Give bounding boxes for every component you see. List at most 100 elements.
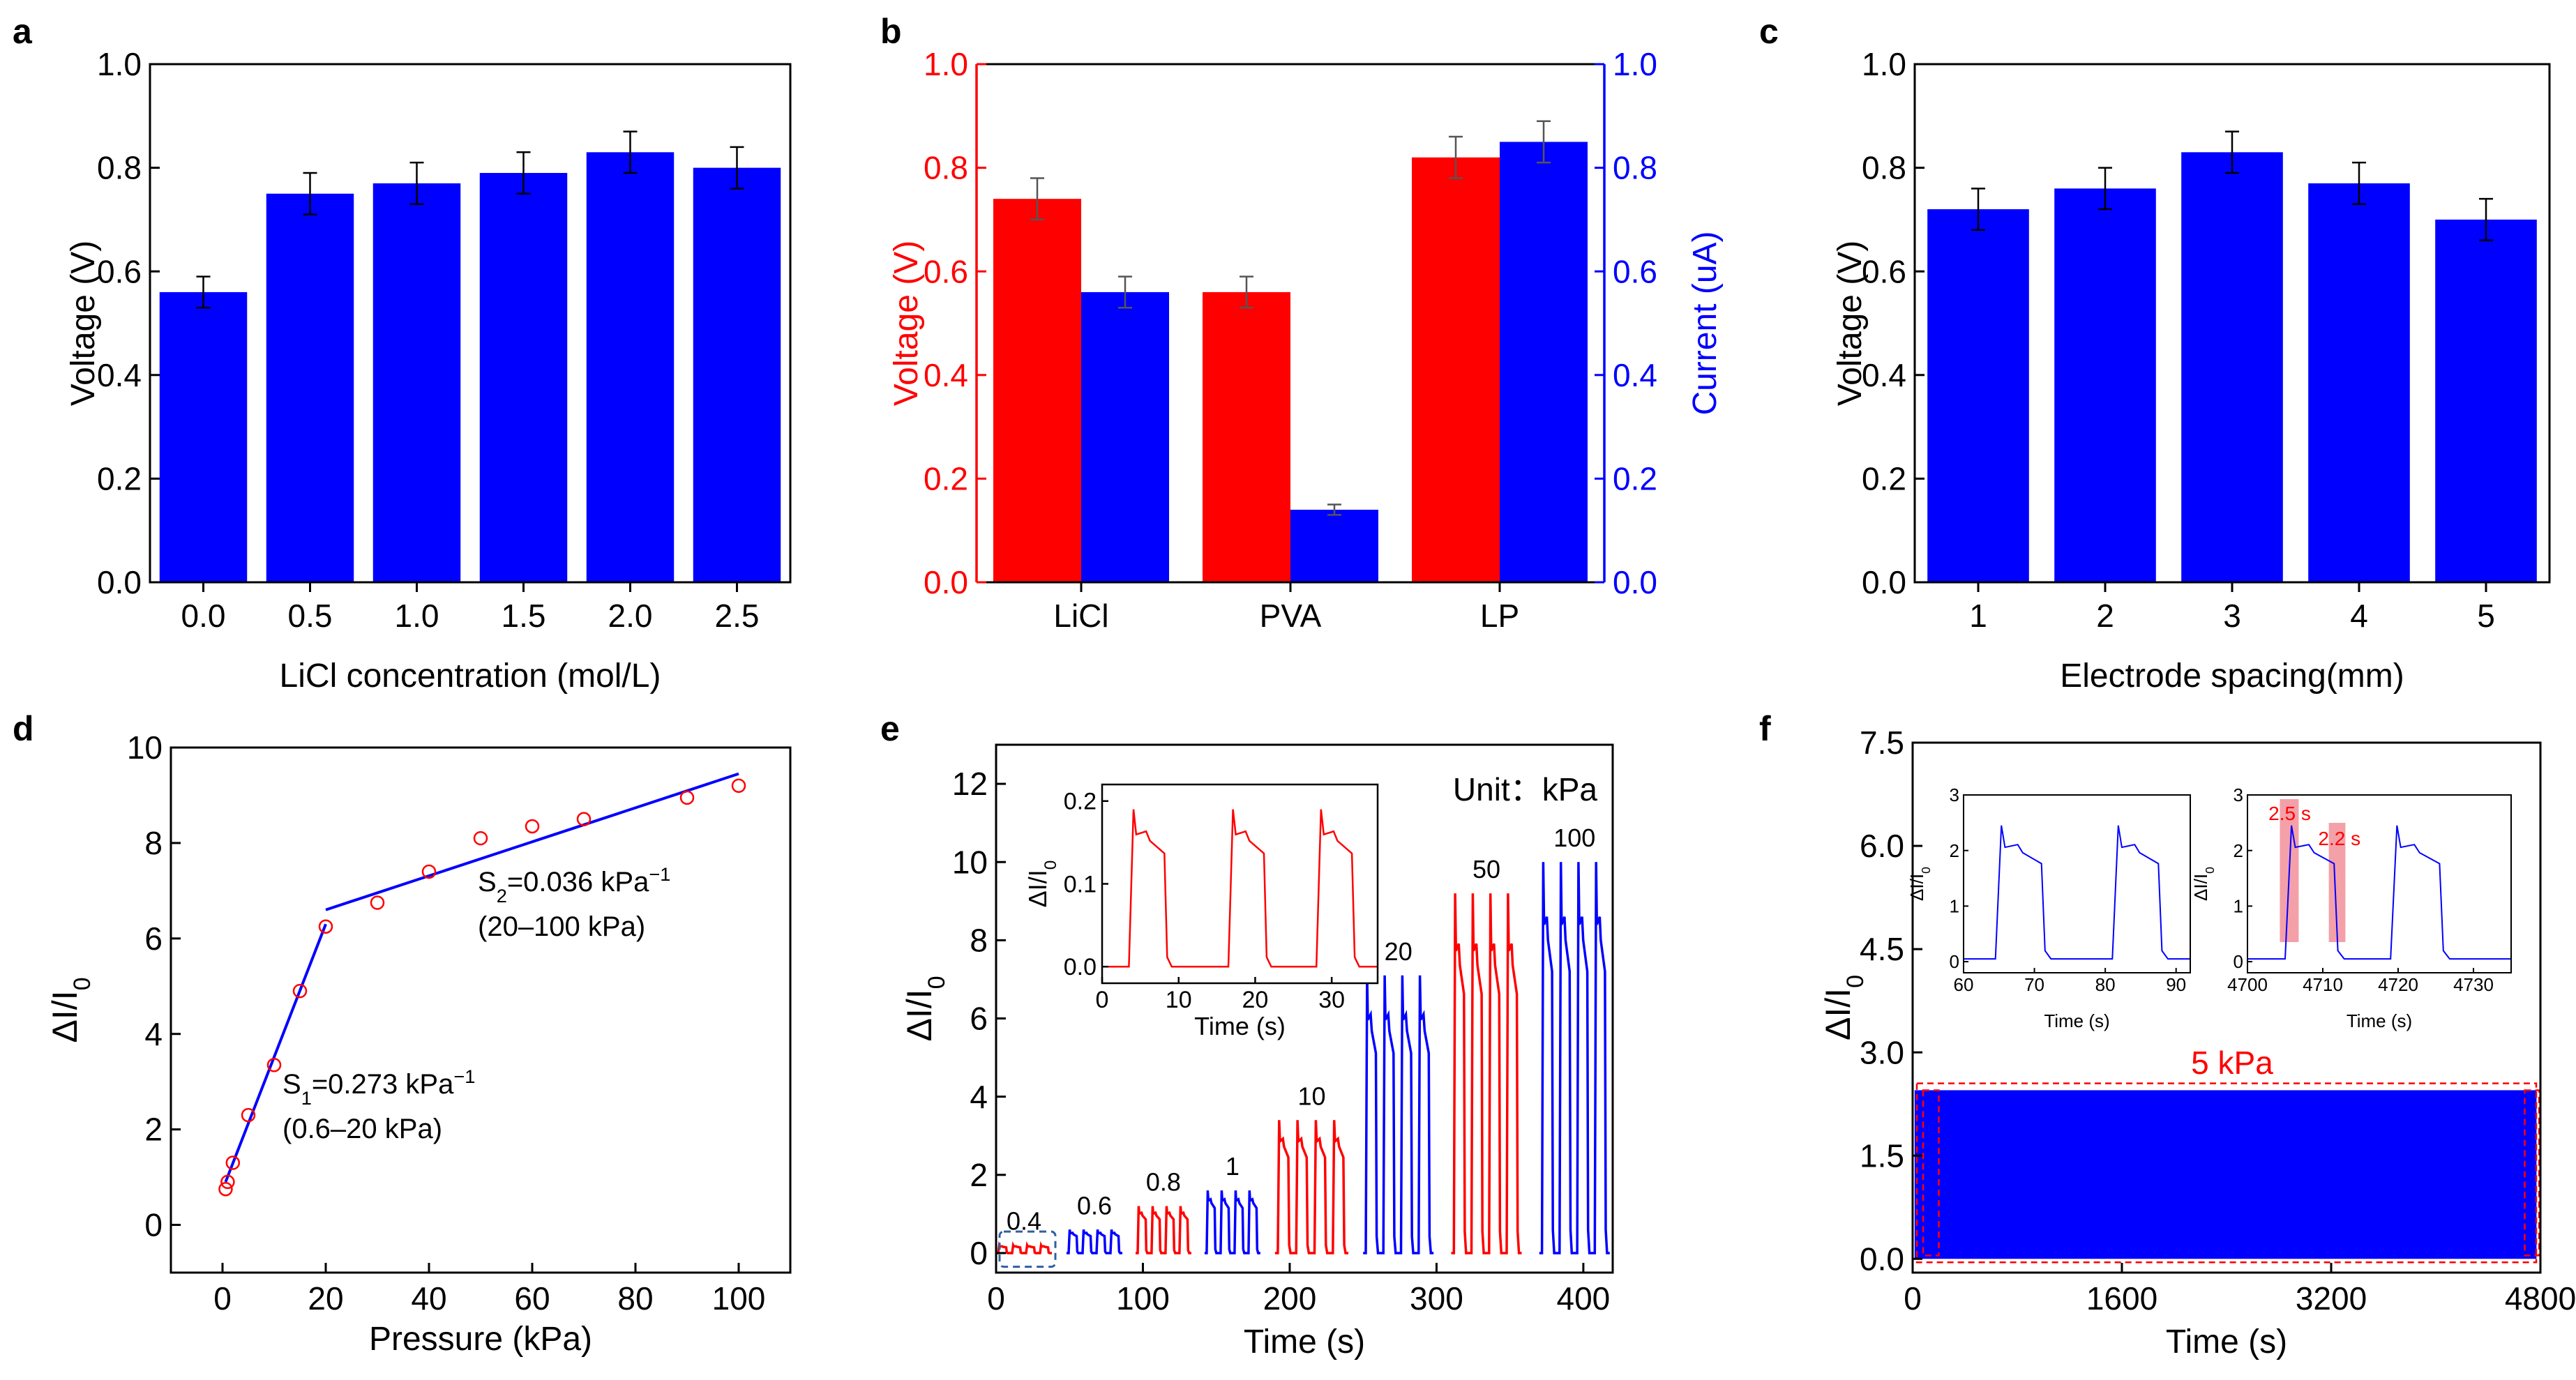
d-x-tick-label: 20 <box>308 1280 343 1317</box>
panel-label-c: c <box>1759 12 1779 51</box>
d-x-tick-label: 0 <box>213 1280 232 1317</box>
f-inset-x-tick-label: 4730 <box>2453 974 2494 995</box>
highlight-box <box>998 1230 1057 1268</box>
d-y-tick-label: 4 <box>144 1016 163 1052</box>
data-point <box>318 919 333 934</box>
x-axis-title: Electrode spacing(mm) <box>2060 658 2404 695</box>
bar <box>479 173 568 582</box>
panel-b: LiCl PVA LP 0.0 0.2 0.4 0.6 0.8 1.0 0.0 0.2 0.4 0.6 0… <box>888 46 1724 634</box>
y2-axis-title: Current (uA) <box>1687 231 1724 415</box>
f-inset-y-tick-label: 3 <box>2234 784 2243 805</box>
d-y-tick-label: 10 <box>127 729 163 766</box>
d-x-tick-label: 80 <box>617 1280 653 1317</box>
e-inset-y-tick-label: 0.0 <box>1064 954 1097 980</box>
e-inset-y-tick-label: 0.2 <box>1064 789 1097 815</box>
inset-signal <box>1102 809 1378 968</box>
f-y-tick-label: 0.0 <box>1860 1241 1904 1277</box>
d-x-tick-label: 100 <box>712 1280 766 1317</box>
a-y-tick-label: 0.2 <box>97 461 142 497</box>
data-point <box>218 1181 233 1197</box>
bar <box>1927 209 2029 582</box>
bar <box>2308 183 2410 582</box>
data-point <box>679 790 695 805</box>
panel-label-d: d <box>13 709 34 748</box>
bar-current <box>1500 142 1588 582</box>
f-inset-y-tick-label: 1 <box>1950 895 1959 916</box>
fit-range: (20–100 kPa) <box>478 911 645 942</box>
c-y-tick-label: 1.0 <box>1862 46 1906 82</box>
f-inset-x-tick-label: 60 <box>1954 974 1974 995</box>
y-axis-title: Voltage (V) <box>1832 241 1869 406</box>
bar <box>2054 188 2156 582</box>
signal-20 <box>1363 975 1434 1254</box>
f-inset-y-tick-label: 0 <box>1950 951 1959 972</box>
panel-a: 0.0 0.5 1.0 1.5 2.0 2.5 0.0 0.2 0.4 0.6 0.8 1.0 Volt… <box>65 46 792 695</box>
x-axis-title: Time (s) <box>1244 1324 1365 1360</box>
axes-frame <box>995 743 1614 1274</box>
e-x-tick-label: 300 <box>1410 1280 1463 1317</box>
b-y-tick-label: 1.0 <box>924 46 968 82</box>
panel-e-inset: 0.0 0.1 0.2 0 10 20 30 Time (s) ΔI/I0 <box>1023 783 1379 1040</box>
b-y2-tick-label: 0.8 <box>1613 150 1657 186</box>
d-y-tick-label: 0 <box>144 1207 163 1243</box>
f-y-tick-label: 1.5 <box>1860 1137 1904 1174</box>
inset-x-axis-title: Time (s) <box>2044 1010 2109 1031</box>
panel-label-a: a <box>13 12 33 51</box>
c-y-tick-label: 0.2 <box>1862 461 1906 497</box>
bar-voltage <box>993 199 1081 582</box>
fit-line <box>224 923 327 1183</box>
f-x-tick-label: 3200 <box>2296 1280 2367 1317</box>
b-y-tick-label: 0.0 <box>924 564 968 600</box>
b-y-tick-label: 0.6 <box>924 253 968 289</box>
data-point <box>473 831 488 846</box>
x-tick-label: 3 <box>2223 598 2241 634</box>
c-y-tick-label: 0.4 <box>1862 357 1906 393</box>
panel-f-inset-2: 2.5 s 2.2 s 0 1 2 3 4700 4710 4720 4730 Time (s) ΔI… <box>2190 784 2512 1031</box>
b-y2-tick-label: 1.0 <box>1613 46 1657 82</box>
d-y-tick-label: 6 <box>144 920 163 957</box>
f-x-tick-label: 1600 <box>2086 1280 2157 1317</box>
b-y-tick-label: 0.8 <box>924 150 968 186</box>
x-tick-label: 1 <box>1969 598 1987 634</box>
c-y-tick-label: 0.8 <box>1862 150 1906 186</box>
e-x-tick-label: 400 <box>1557 1280 1611 1317</box>
panel-f-inset-1: 0 1 2 3 60 70 80 90 Time (s) ΔI/I0 <box>1906 784 2191 1031</box>
inset-y-axis-title: ΔI/I0 <box>1023 860 1060 908</box>
f-y-tick-label: 6.0 <box>1860 828 1904 864</box>
fit-range: (0.6–20 kPa) <box>283 1114 442 1144</box>
panel-label-e: e <box>880 709 900 748</box>
signal-0.8 <box>1136 1206 1191 1254</box>
e-x-tick-label: 100 <box>1116 1280 1170 1317</box>
data-point <box>266 1057 282 1072</box>
x-tick-label: 2.0 <box>608 598 653 634</box>
x-axis-title: Pressure (kPa) <box>369 1321 592 1358</box>
f-inset-x-tick-label: 4700 <box>2227 974 2268 995</box>
e-y-tick-label: 12 <box>952 766 988 802</box>
data-point <box>576 812 592 826</box>
inset-bg <box>1102 784 1378 983</box>
pressure-label: 10 <box>1298 1082 1326 1110</box>
f-inset-x-tick-label: 80 <box>2095 974 2116 995</box>
data-point <box>225 1155 241 1170</box>
inset-signal <box>2247 825 2511 960</box>
pressure-label: 0.4 <box>1007 1207 1041 1236</box>
b-y2-tick-label: 0.4 <box>1613 357 1657 393</box>
f-inset-x-tick-label: 4720 <box>2378 974 2418 995</box>
panel-label-b: b <box>880 12 902 51</box>
inset-frame <box>2247 794 2512 973</box>
pressure-label: 50 <box>1472 855 1500 884</box>
x-axis-title: LiCl concentration (mol/L) <box>280 658 661 695</box>
f-inset-y-tick-label: 3 <box>1950 784 1959 805</box>
signal-100 <box>1539 862 1610 1254</box>
c-y-tick-label: 0.0 <box>1862 564 1906 600</box>
signal-50 <box>1451 893 1522 1254</box>
d-y-tick-label: 8 <box>144 825 163 861</box>
bar <box>2435 219 2537 582</box>
f-x-tick-label: 0 <box>1904 1280 1922 1317</box>
inset-x-axis-title: Time (s) <box>1194 1012 1286 1040</box>
e-inset-x-tick-label: 30 <box>1318 987 1345 1013</box>
inset-y-axis-title: ΔI/I0 <box>2190 867 2217 901</box>
